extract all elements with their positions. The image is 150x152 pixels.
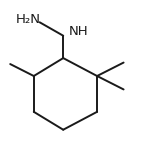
Text: H₂N: H₂N xyxy=(16,13,41,26)
Text: NH: NH xyxy=(69,25,89,38)
